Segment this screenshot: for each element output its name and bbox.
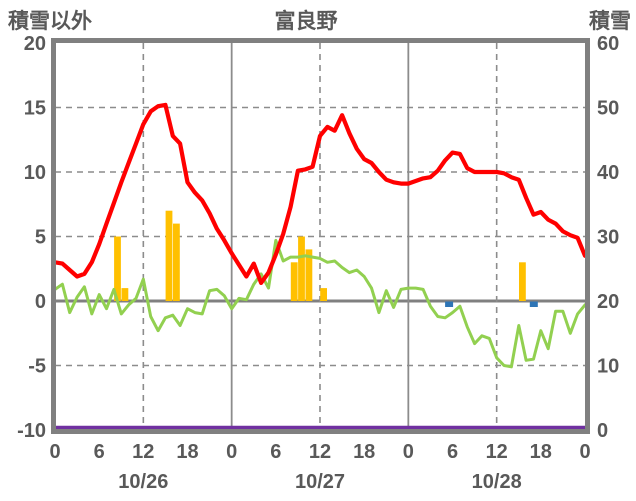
x-axis-date-label: 10/26	[118, 471, 168, 493]
blue-snow-mark	[445, 301, 454, 307]
left-axis-tick-label: 15	[24, 98, 46, 120]
right-axis-tick-label: 50	[597, 98, 619, 120]
right-axis-tick-label: 0	[597, 420, 608, 442]
right-axis-tick-label: 20	[597, 291, 619, 313]
left-axis-tick-label: -10	[17, 420, 46, 442]
x-axis-tick-label: 12	[309, 441, 331, 463]
precip-bar	[298, 236, 305, 301]
right-axis-title: 積雪	[589, 10, 631, 33]
precip-bar	[165, 210, 173, 301]
precip-bar	[519, 262, 526, 301]
right-axis-tick-label: 40	[597, 162, 619, 184]
precip-bar	[121, 288, 129, 301]
blue-snow-mark	[529, 301, 538, 307]
x-axis-tick-label: 12	[486, 441, 508, 463]
x-axis-tick-label: 0	[579, 441, 590, 463]
left-axis-tick-label: 5	[35, 227, 46, 249]
x-axis-tick-label: 18	[353, 441, 375, 463]
left-axis-tick-label: 0	[35, 291, 46, 313]
chart-title: 富良野	[274, 10, 338, 33]
green-line	[53, 238, 587, 369]
left-axis-tick-label: 10	[24, 162, 46, 184]
x-axis-date-label: 10/27	[295, 471, 345, 493]
x-axis-tick-label: 0	[403, 441, 414, 463]
right-axis-tick-label: 60	[597, 33, 619, 55]
precip-bar	[305, 249, 313, 301]
left-axis-tick-label: -5	[28, 356, 46, 378]
left-axis-tick-label: 20	[24, 33, 46, 55]
x-axis-tick-label: 0	[49, 441, 60, 463]
x-axis-tick-label: 6	[94, 441, 105, 463]
precip-bar	[320, 288, 327, 301]
x-axis-tick-label: 6	[270, 441, 281, 463]
x-axis-tick-label: 12	[132, 441, 154, 463]
precip-bar	[290, 262, 298, 301]
plot-border	[51, 38, 590, 434]
precip-bar	[114, 236, 121, 301]
x-axis-tick-label: 0	[226, 441, 237, 463]
left-axis-title: 積雪以外	[8, 10, 92, 33]
right-axis-tick-label: 30	[597, 227, 619, 249]
x-axis-date-label: 10/28	[472, 471, 522, 493]
precip-bar	[173, 223, 180, 301]
x-axis-tick-label: 18	[176, 441, 198, 463]
red-temperature-line	[52, 102, 588, 285]
right-axis-tick-label: 10	[597, 356, 619, 378]
x-axis-tick-label: 6	[447, 441, 458, 463]
x-axis-tick-label: 18	[530, 441, 552, 463]
